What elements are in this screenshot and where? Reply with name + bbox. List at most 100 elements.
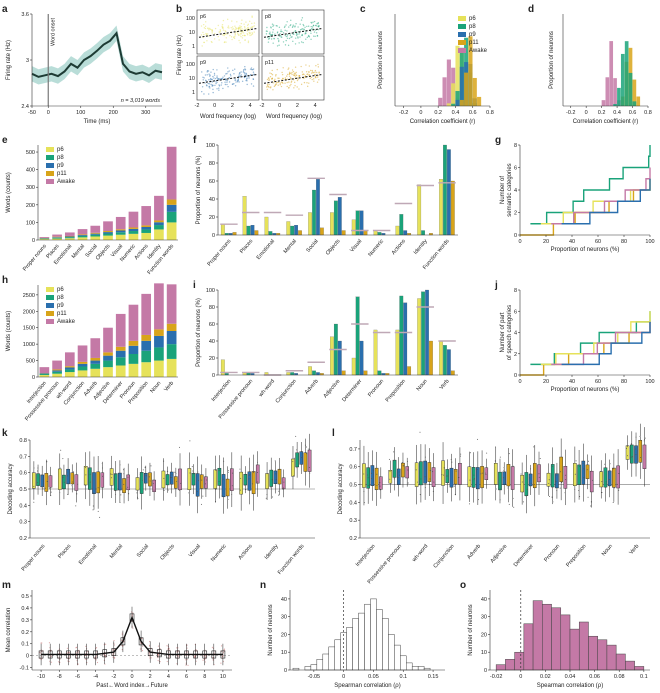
outlier-point (115, 494, 117, 496)
stacked-bar-Awake (77, 229, 88, 235)
x-tick-label-d: 0.2 (598, 110, 606, 116)
outlier-point (88, 467, 90, 469)
data-point (238, 29, 240, 31)
data-point (252, 69, 254, 71)
data-point (239, 27, 241, 30)
data-point (272, 28, 274, 31)
outlier-point (205, 476, 207, 478)
x-tick-label-a: 300 (141, 110, 150, 116)
x-tick-label-c: 0.8 (486, 110, 494, 116)
data-point (313, 35, 315, 37)
data-point (233, 73, 235, 75)
category-label-e: Mental (71, 243, 86, 260)
outlier-point (520, 473, 522, 475)
outlier-point (473, 479, 475, 481)
outlier-point (71, 481, 73, 483)
outlier-point (46, 480, 48, 482)
legend-entry-h: Awake (57, 319, 76, 325)
stacked-bar-Awake (166, 146, 177, 200)
x-tick-label-m: 6 (185, 674, 188, 680)
histogram-bar (560, 614, 571, 671)
outlier-point (415, 469, 417, 471)
data-point (222, 34, 224, 36)
y-tick-label-k: 0.2 (19, 536, 27, 542)
data-point (284, 82, 286, 84)
data-point (204, 82, 206, 84)
outlier-point (512, 497, 514, 499)
box (243, 474, 248, 486)
data-point (219, 29, 221, 31)
outlier-point (63, 481, 65, 483)
data-point (304, 26, 306, 29)
outlier-point (257, 461, 259, 463)
outlier-point (274, 460, 276, 462)
trend-line (198, 27, 258, 38)
x-tick-label-a: -50 (28, 110, 36, 116)
stacked-bar-p11 (115, 346, 126, 351)
data-point (251, 33, 254, 35)
neuron-point (166, 660, 168, 663)
neuron-point (185, 664, 187, 666)
data-point (272, 89, 274, 91)
panel-f: f 0 20 40 60 80 100 Proportion of neurons (%) Pr… (193, 135, 458, 271)
data-point (224, 81, 226, 83)
histogram-bar (451, 103, 456, 106)
data-point (303, 77, 305, 80)
data-point (270, 86, 272, 88)
data-point (307, 25, 310, 27)
outlier-point (419, 431, 421, 433)
y-tick-label-f: 80 (209, 161, 215, 167)
stacked-bar-p9 (90, 360, 101, 364)
y-tick-label-h: 1500 (23, 326, 35, 332)
outlier-point (590, 505, 592, 507)
outlier-point (429, 484, 431, 486)
data-point (278, 35, 281, 37)
bar-p8 (290, 372, 295, 376)
legend-swatch-e (46, 171, 54, 176)
y-axis-label-a: Firing rate (Hz) (6, 40, 12, 80)
histogram-bar (632, 101, 637, 106)
data-point (251, 15, 253, 17)
stacked-bar-p9 (141, 226, 152, 230)
data-point (219, 30, 222, 32)
outlier-point (49, 488, 51, 490)
histogram-bar (542, 603, 552, 671)
cumulative-step-line (530, 311, 651, 366)
y-axis-label-c: Proportion of neurons (378, 31, 384, 89)
legend-entry-c: p6 (469, 16, 476, 22)
data-point (306, 82, 308, 84)
data-point (310, 38, 312, 41)
data-point (293, 72, 296, 75)
neuron-point (75, 647, 77, 649)
category-label-l: Interjection (355, 543, 377, 567)
category-label-i: Conjunction (275, 378, 298, 404)
data-point (224, 83, 227, 86)
outlier-point (635, 448, 637, 450)
outlier-point (301, 457, 303, 459)
stacked-bar-Awake (115, 216, 126, 230)
data-point (212, 84, 214, 87)
category-label-f: Numeric (367, 238, 385, 258)
neuron-point (211, 646, 214, 648)
data-point (295, 34, 298, 37)
outlier-point (564, 479, 566, 481)
data-point (296, 86, 298, 88)
data-point (214, 27, 217, 30)
outlier-point (305, 446, 307, 448)
neuron-point (111, 649, 114, 651)
y-tick-label-l: 0.4 (349, 500, 357, 506)
data-point (226, 83, 228, 86)
subplot-frame (261, 55, 325, 101)
data-point (316, 71, 318, 74)
data-point (275, 75, 277, 77)
x-tick-label-d: 0.4 (613, 110, 621, 116)
y-axis-label-e: Words (counts) (6, 172, 12, 213)
outlier-point (119, 464, 121, 466)
data-point (276, 45, 279, 47)
data-point (267, 38, 270, 40)
data-point (238, 81, 240, 83)
box (255, 464, 260, 484)
box (281, 477, 286, 490)
data-point (201, 90, 203, 93)
data-point (289, 76, 292, 79)
